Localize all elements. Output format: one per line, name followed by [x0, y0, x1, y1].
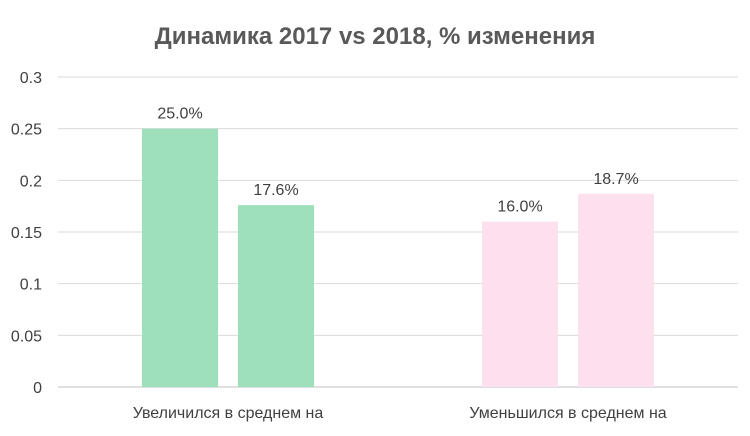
y-tick-label: 0.2 — [20, 173, 42, 190]
data-label: 16.0% — [497, 199, 542, 216]
bar — [238, 205, 314, 387]
y-tick-label: 0 — [33, 380, 42, 397]
data-label: 25.0% — [157, 106, 202, 123]
y-tick-label: 0.25 — [11, 122, 42, 139]
y-tick-label: 0.1 — [20, 277, 42, 294]
bar — [142, 128, 218, 387]
bar — [578, 193, 654, 387]
chart-title: Динамика 2017 vs 2018, % изменения — [155, 23, 596, 50]
category-label: Уменьшился в среднем на — [469, 405, 666, 422]
y-tick-label: 0.05 — [11, 328, 42, 345]
data-label: 18.7% — [593, 171, 638, 188]
category-label: Увеличился в среднем на — [133, 405, 324, 422]
y-tick-label: 0.3 — [20, 70, 42, 87]
data-label: 17.6% — [253, 182, 298, 199]
y-axis-ticks: 0 0.05 0.1 0.15 0.2 0.25 0.3 — [11, 70, 42, 397]
y-tick-label: 0.15 — [11, 225, 42, 242]
x-axis-categories: Увеличился в среднем на Уменьшился в сред… — [133, 405, 667, 422]
bar — [482, 221, 558, 387]
bars — [142, 128, 654, 387]
data-labels: 25.0% 17.6% 16.0% 18.7% — [157, 106, 638, 216]
